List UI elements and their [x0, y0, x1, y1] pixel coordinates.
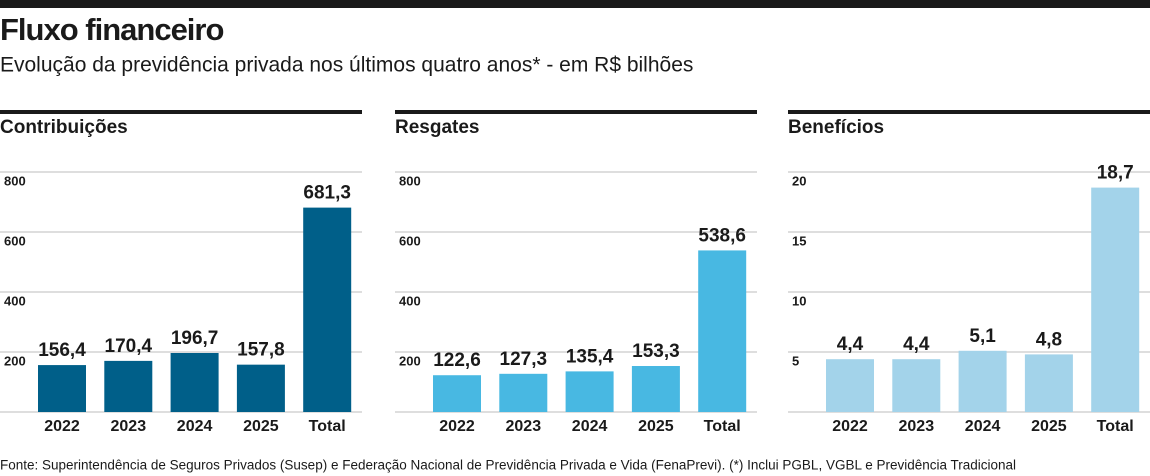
title: Fluxo financeiro: [0, 12, 223, 47]
value-label: 170,4: [105, 336, 153, 357]
bar: [826, 359, 874, 412]
value-label: 127,3: [500, 349, 548, 370]
x-tick-label: 2024: [177, 418, 213, 435]
panel-rule: [788, 110, 1150, 114]
panel-rule: [0, 110, 362, 114]
x-tick-label: 2024: [572, 418, 608, 435]
bar: [104, 360, 153, 412]
subtitle: Evolução da previdência privada nos últi…: [0, 54, 693, 77]
x-tick-label: 2022: [439, 418, 475, 435]
bar: [433, 375, 481, 412]
bar: [565, 371, 614, 412]
value-label: 122,6: [433, 350, 481, 371]
y-tick-label: 200: [399, 353, 421, 368]
top-rule: [0, 0, 1150, 8]
y-tick-label: 400: [399, 293, 421, 308]
bar: [499, 373, 548, 412]
x-tick-label: 2022: [44, 418, 80, 435]
bar: [958, 350, 1007, 412]
panel-rule: [395, 110, 757, 114]
value-label: 153,3: [632, 341, 680, 362]
bar: [1024, 354, 1073, 412]
x-tick-label: 2024: [965, 418, 1001, 435]
x-tick-label: 2025: [1031, 418, 1067, 435]
x-tick-label: 2025: [243, 418, 279, 435]
x-tick-label: 2022: [832, 418, 868, 435]
value-label: 135,4: [566, 346, 614, 367]
panel-title: Benefícios: [788, 117, 884, 138]
value-label: 4,4: [903, 334, 930, 355]
y-tick-label: 200: [4, 353, 26, 368]
x-tick-label: 2023: [899, 418, 935, 435]
bar: [1091, 187, 1140, 412]
bar: [303, 207, 352, 412]
y-tick-label: 400: [4, 293, 26, 308]
bar: [38, 365, 86, 412]
value-label: 5,1: [969, 326, 996, 347]
x-tick-label: 2023: [111, 418, 147, 435]
bar: [698, 250, 747, 412]
x-tick-label: Total: [1097, 418, 1134, 435]
y-tick-label: 10: [792, 293, 806, 308]
value-label: 538,6: [698, 225, 746, 246]
value-label: 18,7: [1097, 163, 1134, 184]
y-tick-label: 20: [792, 173, 806, 188]
value-label: 681,3: [303, 183, 351, 204]
bar: [631, 366, 680, 412]
y-tick-label: 5: [792, 353, 799, 368]
bar: [892, 359, 941, 412]
x-tick-label: 2025: [638, 418, 674, 435]
x-tick-label: Total: [309, 418, 346, 435]
value-label: 157,8: [237, 340, 285, 361]
y-tick-label: 15: [792, 233, 806, 248]
value-label: 4,8: [1036, 329, 1062, 350]
x-tick-label: Total: [704, 418, 741, 435]
panel-title: Contribuições: [0, 117, 128, 138]
x-tick-label: 2023: [506, 418, 542, 435]
panel-title: Resgates: [395, 117, 480, 138]
y-tick-label: 800: [4, 173, 26, 188]
value-label: 4,4: [837, 334, 864, 355]
source: Fonte: Superintendência de Seguros Priva…: [0, 458, 1016, 473]
value-label: 196,7: [171, 328, 219, 349]
value-label: 156,4: [38, 340, 86, 361]
bar: [170, 352, 219, 412]
bar: [236, 364, 285, 412]
y-tick-label: 800: [399, 173, 421, 188]
y-tick-label: 600: [399, 233, 421, 248]
y-tick-label: 600: [4, 233, 26, 248]
